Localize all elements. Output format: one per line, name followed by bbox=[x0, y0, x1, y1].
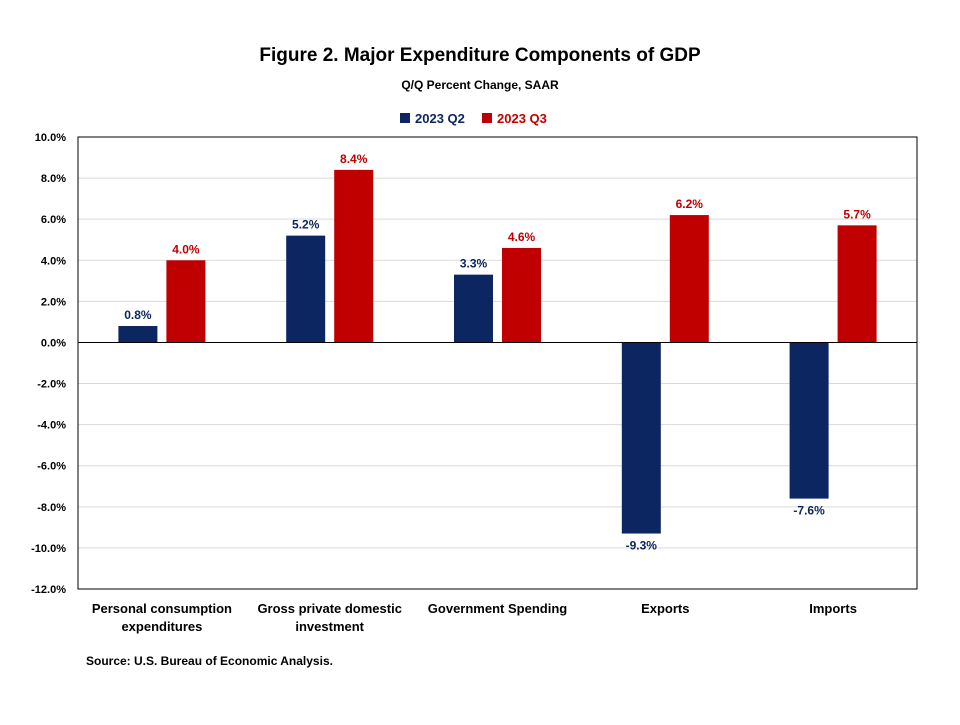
data-label: -7.6% bbox=[793, 504, 825, 518]
category-labels: Personal consumption expenditures Gross pr… bbox=[92, 601, 857, 634]
y-tick-label: 2.0% bbox=[41, 296, 66, 308]
data-label: 4.0% bbox=[172, 242, 200, 256]
y-tick-label: -6.0% bbox=[37, 461, 66, 473]
data-label: 3.3% bbox=[460, 257, 488, 271]
bar bbox=[837, 225, 877, 343]
y-tick-label: -12.0% bbox=[31, 584, 66, 596]
bar bbox=[621, 342, 661, 534]
y-tick-label: 4.0% bbox=[41, 255, 66, 267]
category-label: Personal consumption expenditures bbox=[92, 601, 232, 634]
bar bbox=[789, 342, 829, 499]
category-label: Imports bbox=[809, 601, 857, 616]
data-label: 4.6% bbox=[508, 230, 536, 244]
bar bbox=[118, 326, 158, 343]
bar bbox=[502, 247, 541, 343]
legend-label: 2023 Q2 bbox=[415, 111, 465, 126]
data-label: 5.7% bbox=[843, 207, 871, 221]
chart-title: Figure 2. Major Expenditure Components o… bbox=[259, 45, 701, 66]
data-label: 6.2% bbox=[676, 197, 704, 211]
category-label: Gross private domestic investment bbox=[257, 601, 402, 634]
bar bbox=[166, 260, 206, 343]
data-labels: 0.8% 5.2% 3.3% -9.3% -7.6% 4.0% 8.4% 4.6% 6.2% 5.… bbox=[124, 152, 871, 553]
data-label: 0.8% bbox=[124, 308, 152, 322]
chart-subtitle: Q/Q Percent Change, SAAR bbox=[401, 78, 559, 92]
legend-label: 2023 Q3 bbox=[497, 111, 547, 126]
data-label: 5.2% bbox=[292, 218, 320, 232]
y-tick-label: -10.0% bbox=[31, 543, 66, 555]
bar bbox=[334, 169, 374, 343]
y-tick-label: 0.0% bbox=[41, 337, 66, 349]
legend-swatch bbox=[400, 113, 410, 123]
legend-swatch bbox=[482, 113, 492, 123]
y-tick-label: -2.0% bbox=[37, 379, 66, 391]
gridlines bbox=[77, 136, 918, 590]
bar bbox=[454, 274, 493, 343]
category-label: Government Spending bbox=[428, 601, 567, 616]
bar bbox=[286, 235, 326, 343]
data-label: -9.3% bbox=[626, 539, 658, 553]
y-tick-label: 10.0% bbox=[35, 132, 66, 144]
bars bbox=[78, 169, 917, 534]
legend: 2023 Q2 2023 Q3 bbox=[400, 111, 547, 126]
y-tick-label: 8.0% bbox=[41, 173, 66, 185]
plot-border bbox=[77, 136, 918, 590]
y-tick-label: -4.0% bbox=[37, 420, 66, 432]
source-note: Source: U.S. Bureau of Economic Analysis… bbox=[86, 654, 333, 668]
category-label: Exports bbox=[641, 601, 689, 616]
bar bbox=[669, 215, 709, 343]
data-label: 8.4% bbox=[340, 152, 368, 166]
y-axis-ticks: 10.0% 8.0% 6.0% 4.0% 2.0% 0.0% -2.0% -4.0% -6.0%… bbox=[31, 132, 66, 596]
y-tick-label: -8.0% bbox=[37, 502, 66, 514]
y-tick-label: 6.0% bbox=[41, 214, 66, 226]
